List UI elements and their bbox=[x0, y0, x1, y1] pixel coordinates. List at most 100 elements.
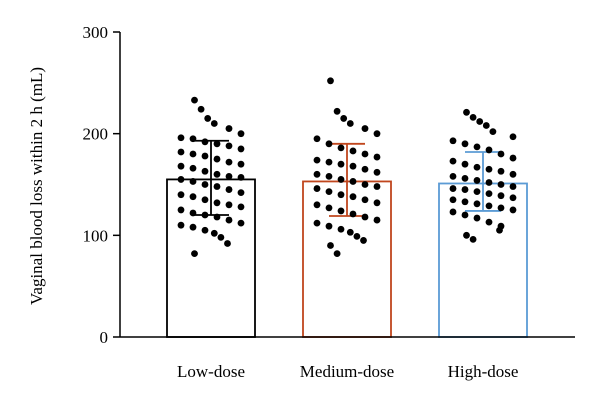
data-point bbox=[313, 201, 321, 209]
data-point bbox=[191, 96, 198, 104]
data-point bbox=[449, 172, 457, 180]
data-point bbox=[337, 144, 345, 152]
data-point bbox=[469, 114, 477, 121]
data-point bbox=[325, 204, 333, 212]
data-point bbox=[210, 120, 218, 127]
data-point bbox=[189, 223, 197, 231]
data-point bbox=[449, 196, 457, 204]
data-point bbox=[473, 214, 481, 222]
data-point bbox=[201, 181, 209, 188]
data-point bbox=[361, 213, 369, 221]
x-tick-label: Medium-dose bbox=[300, 362, 394, 381]
data-point bbox=[325, 188, 333, 196]
data-point bbox=[373, 216, 381, 224]
data-point bbox=[225, 186, 233, 193]
data-point bbox=[197, 105, 205, 113]
x-tick-label: Low-dose bbox=[177, 362, 245, 381]
data-point bbox=[476, 118, 484, 125]
data-point bbox=[485, 179, 493, 186]
data-point bbox=[349, 210, 357, 218]
data-point bbox=[177, 206, 185, 214]
data-point bbox=[177, 134, 185, 142]
data-point bbox=[349, 178, 357, 185]
data-point bbox=[373, 168, 381, 176]
data-point bbox=[201, 167, 209, 175]
data-point bbox=[201, 152, 209, 160]
data-point bbox=[213, 183, 221, 190]
data-point bbox=[473, 143, 481, 151]
data-point bbox=[325, 140, 333, 148]
data-point bbox=[373, 183, 381, 190]
data-point bbox=[191, 250, 198, 258]
data-point bbox=[509, 183, 517, 190]
data-point bbox=[463, 108, 470, 116]
data-point bbox=[217, 233, 225, 241]
data-point bbox=[189, 150, 197, 158]
data-point bbox=[327, 242, 334, 249]
data-point bbox=[340, 115, 348, 122]
data-point bbox=[461, 140, 469, 148]
data-point bbox=[461, 186, 469, 193]
y-tick-label: 300 bbox=[83, 23, 109, 42]
data-point bbox=[189, 178, 197, 185]
data-point bbox=[213, 170, 221, 178]
data-point bbox=[449, 185, 457, 192]
bars bbox=[166, 77, 528, 338]
data-point bbox=[201, 226, 209, 234]
data-point bbox=[485, 146, 493, 154]
data-point bbox=[349, 162, 357, 170]
data-point bbox=[204, 115, 212, 122]
data-point bbox=[237, 173, 245, 181]
x-axis: Low-dose Medium-dose High-dose bbox=[120, 336, 575, 381]
data-point bbox=[361, 125, 369, 132]
data-point bbox=[189, 209, 197, 217]
data-point bbox=[189, 193, 197, 201]
data-point bbox=[225, 216, 233, 224]
y-axis: 0 100 200 300 bbox=[83, 23, 121, 347]
data-point bbox=[473, 177, 481, 184]
data-point bbox=[225, 125, 233, 132]
data-point bbox=[237, 203, 245, 211]
data-point bbox=[373, 153, 381, 161]
data-point bbox=[485, 190, 493, 198]
data-point bbox=[325, 158, 333, 166]
data-point bbox=[497, 150, 505, 158]
data-point bbox=[213, 199, 221, 207]
data-point bbox=[313, 135, 321, 143]
data-point bbox=[313, 185, 321, 192]
data-point bbox=[177, 162, 185, 170]
data-point bbox=[225, 172, 233, 180]
data-point bbox=[337, 225, 345, 233]
data-point bbox=[346, 228, 354, 236]
data-point bbox=[237, 219, 245, 227]
data-point bbox=[189, 164, 197, 172]
data-point bbox=[361, 181, 369, 188]
data-point bbox=[201, 196, 209, 204]
data-point bbox=[177, 176, 185, 183]
data-point bbox=[509, 194, 517, 202]
data-point bbox=[313, 219, 321, 227]
data-point bbox=[473, 163, 481, 171]
data-point bbox=[177, 191, 185, 199]
data-point bbox=[237, 160, 245, 168]
data-point bbox=[449, 137, 457, 145]
data-point bbox=[346, 120, 354, 127]
data-point bbox=[213, 213, 221, 221]
data-point bbox=[497, 192, 505, 200]
data-point bbox=[189, 135, 197, 143]
data-point bbox=[333, 107, 341, 115]
data-point bbox=[509, 133, 517, 141]
data-point bbox=[373, 130, 381, 138]
data-point bbox=[327, 77, 334, 85]
data-point bbox=[461, 175, 469, 182]
data-point bbox=[509, 154, 517, 162]
data-point bbox=[337, 160, 345, 168]
data-point bbox=[449, 208, 457, 216]
data-point bbox=[461, 160, 469, 168]
data-point bbox=[313, 170, 321, 178]
y-tick-label: 200 bbox=[83, 125, 109, 144]
data-point bbox=[325, 222, 333, 230]
data-point bbox=[489, 128, 497, 136]
data-point bbox=[361, 150, 369, 158]
